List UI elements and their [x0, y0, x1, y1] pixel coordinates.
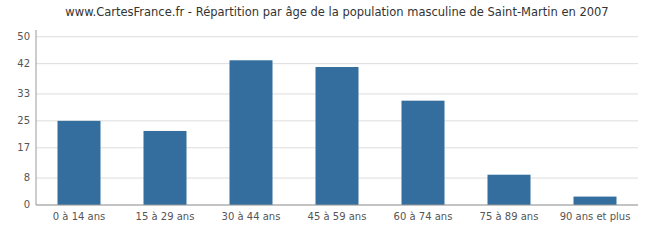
y-tick-label: 0	[24, 199, 30, 210]
x-tick-label: 15 à 29 ans	[136, 211, 195, 222]
bar	[574, 197, 617, 205]
x-tick-label: 60 à 74 ans	[394, 211, 453, 222]
bar	[402, 101, 445, 205]
bar	[488, 175, 531, 205]
bar	[58, 121, 101, 205]
x-tick-label: 75 à 89 ans	[480, 211, 539, 222]
bar	[144, 131, 187, 205]
x-tick-label: 30 à 44 ans	[222, 211, 281, 222]
bar	[230, 60, 273, 205]
y-axis-line	[36, 30, 37, 205]
bars	[58, 60, 617, 205]
y-axis: 0 8 17 25 33 42 50	[17, 31, 30, 210]
chart-container: www.CartesFrance.fr - Répartition par âg…	[0, 0, 650, 229]
x-axis-line	[36, 205, 638, 206]
chart-title: www.CartesFrance.fr - Répartition par âg…	[65, 5, 608, 19]
grid	[36, 37, 638, 205]
y-tick-label: 8	[24, 172, 30, 183]
y-tick-label: 33	[17, 88, 30, 99]
y-tick-label: 50	[17, 31, 30, 42]
bar	[316, 67, 359, 205]
grid-line	[36, 36, 638, 37]
y-tick-label: 42	[17, 58, 30, 69]
x-tick-label: 45 à 59 ans	[308, 211, 367, 222]
chart-svg: www.CartesFrance.fr - Répartition par âg…	[0, 0, 650, 229]
x-tick-label: 0 à 14 ans	[53, 211, 105, 222]
grid-line	[36, 205, 638, 206]
grid-line	[36, 63, 638, 64]
y-tick-label: 17	[17, 142, 30, 153]
x-axis: 0 à 14 ans 15 à 29 ans 30 à 44 ans 45 à 59 …	[53, 211, 631, 222]
x-tick-label: 90 ans et plus	[560, 211, 631, 222]
y-tick-label: 25	[17, 115, 30, 126]
